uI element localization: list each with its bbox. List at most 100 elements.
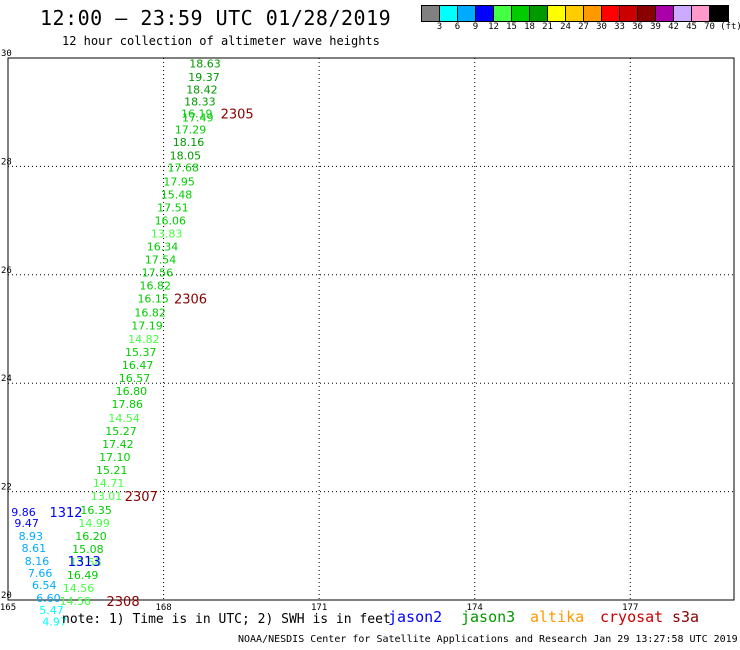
time-label: 1312 — [49, 506, 82, 521]
wave-height-label: 13.83 — [151, 228, 183, 241]
wave-height-label: 14.54 — [108, 412, 140, 425]
wave-height-label: 14.58 — [60, 595, 92, 608]
color-scale-tick-label: 45 — [686, 22, 697, 32]
wave-height-label: 14.71 — [93, 477, 125, 490]
wave-height-label: 19.37 — [188, 71, 220, 84]
wave-height-label: 18.16 — [173, 136, 205, 149]
wave-height-label: 17.19 — [131, 320, 163, 333]
wave-height-label: 17.10 — [99, 451, 131, 464]
wave-height-label: 17.42 — [102, 438, 134, 451]
color-swatch — [458, 6, 476, 21]
wave-height-label: 17.49 — [182, 112, 214, 125]
wave-height-label: 17.54 — [145, 254, 177, 267]
wave-height-label: 17.29 — [175, 124, 207, 137]
satellite-legend-item: s3a — [672, 608, 700, 626]
color-swatch — [566, 6, 584, 21]
satellite-legend-item: altika — [530, 608, 585, 626]
wave-height-label: 15.48 — [161, 189, 193, 202]
color-scale-tick-label: 12 — [488, 22, 499, 32]
wave-height-label: 18.63 — [189, 57, 221, 70]
wave-height-label: 18.05 — [170, 150, 202, 163]
y-tick-label: 20 — [1, 591, 12, 601]
wave-height-label: 17.86 — [112, 398, 144, 411]
color-swatch — [638, 6, 656, 21]
wave-height-label: 16.82 — [140, 280, 172, 293]
wave-height-label: 16.15 — [137, 293, 169, 306]
color-scale-tick-label: 39 — [650, 22, 661, 32]
color-swatch — [422, 6, 440, 21]
color-scale-unit: (ft) — [720, 22, 740, 32]
wave-height-label: 15.08 — [72, 543, 104, 556]
time-label: 2306 — [174, 293, 207, 308]
color-scale-tick-label: 3 — [436, 22, 443, 32]
wave-height-label: 7.66 — [28, 567, 53, 580]
wave-height-label: 9.86 — [11, 506, 36, 519]
wave-height-label: 18.33 — [184, 95, 216, 108]
wave-height-label: 13.58 — [70, 556, 102, 569]
color-scale-tick-label: 15 — [506, 22, 517, 32]
x-tick-label: 177 — [622, 603, 638, 613]
color-swatch — [692, 6, 710, 21]
wave-height-label: 15.37 — [125, 346, 157, 359]
y-tick-label: 22 — [1, 483, 12, 493]
color-scale-tick-label: 18 — [524, 22, 535, 32]
wave-height-label: 6.54 — [32, 579, 57, 592]
color-swatch — [674, 6, 692, 21]
color-scale-bar — [421, 5, 729, 22]
satellite-legend-item: jason2 — [388, 608, 443, 626]
x-tick-label: 165 — [0, 603, 16, 613]
color-scale-tick-label: 27 — [578, 22, 589, 32]
wave-height-label: 4.97 — [42, 616, 67, 629]
wave-height-label: 16.35 — [80, 504, 112, 517]
wave-height-label: 16.20 — [75, 530, 107, 543]
color-swatch — [656, 6, 674, 21]
wave-height-label: 16.82 — [134, 307, 166, 320]
color-swatch — [584, 6, 602, 21]
page-title: 12:00 – 23:59 UTC 01/28/2019 — [40, 6, 392, 30]
wave-height-label: 16.49 — [67, 569, 99, 582]
color-swatch — [512, 6, 530, 21]
satellite-legend-item: cryosat — [600, 608, 664, 626]
color-scale-tick-label: 70 — [704, 22, 715, 32]
wave-height-label: 16.47 — [122, 359, 154, 372]
color-scale-tick-label: 33 — [614, 22, 625, 32]
color-scale-tick-label: 42 — [668, 22, 679, 32]
time-label: 1313 — [68, 555, 101, 570]
wave-height-label: 16.57 — [119, 372, 151, 385]
wave-height-label: 16.80 — [116, 385, 148, 398]
wave-height-label: 6.60 — [36, 592, 61, 605]
wave-height-label: 16.06 — [155, 215, 187, 228]
color-scale-tick-label: 21 — [542, 22, 553, 32]
x-tick-label: 174 — [467, 603, 483, 613]
wave-height-label: 8.61 — [22, 542, 47, 555]
wave-height-label: 18.42 — [186, 83, 218, 96]
color-scale-tick-label: 36 — [632, 22, 643, 32]
y-tick-label: 30 — [1, 49, 12, 59]
color-swatch — [548, 6, 566, 21]
wave-height-label: 5.47 — [39, 604, 64, 617]
satellite-legend-item: jason3 — [461, 608, 516, 626]
wave-height-label: 14.56 — [63, 582, 95, 595]
color-scale-tick-label: 24 — [560, 22, 571, 32]
color-swatch — [530, 6, 548, 21]
y-tick-label: 24 — [1, 374, 12, 384]
y-tick-label: 26 — [1, 266, 12, 276]
color-scale-tick-label: 9 — [472, 22, 479, 32]
x-tick-label: 168 — [155, 603, 171, 613]
page-subtitle: 12 hour collection of altimeter wave hei… — [62, 34, 380, 48]
color-scale-ticks: 3 6 9 12 15 18 21 24 27 30 33 36 39 42 45 70 (ft) — [421, 22, 740, 34]
wave-height-label: 15.21 — [96, 464, 128, 477]
y-tick-label: 28 — [1, 157, 12, 167]
wave-height-label: 14.99 — [78, 517, 110, 530]
wave-height-label: 13.01 — [91, 490, 123, 503]
wave-height-label: 15.27 — [105, 425, 137, 438]
wave-height-label: 17.56 — [142, 267, 174, 280]
wave-height-label: 16.34 — [147, 241, 179, 254]
color-swatch — [602, 6, 620, 21]
wave-height-label: 17.95 — [163, 176, 195, 189]
wave-height-label: 14.82 — [128, 333, 160, 346]
color-swatch — [620, 6, 638, 21]
color-scale-tick-label: 30 — [596, 22, 607, 32]
color-scale-tick-label: 6 — [454, 22, 461, 32]
